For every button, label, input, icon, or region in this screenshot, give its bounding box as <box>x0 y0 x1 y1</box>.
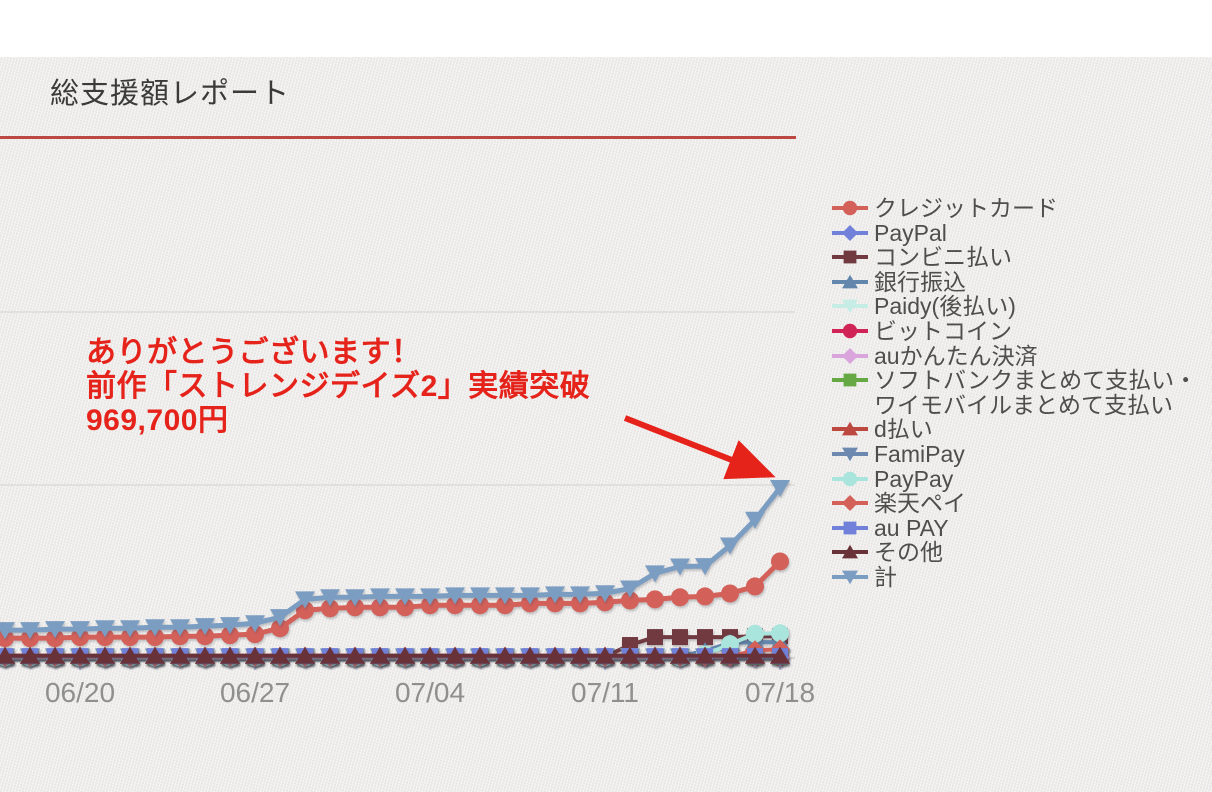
legend-item[interactable]: PayPal <box>830 219 1212 246</box>
legend-item[interactable]: 楽天ペイ <box>830 491 1212 516</box>
paper-background <box>0 57 1212 792</box>
svg-text:07/11: 07/11 <box>571 677 639 708</box>
legend-item[interactable]: その他 <box>830 540 1212 565</box>
legend-item[interactable]: コンビニ払い <box>830 245 1212 270</box>
milestone-annotation: ありがとうございます！ 前作「ストレンジデイズ2」実績突破 969,700円 <box>86 336 591 437</box>
legend-label: クレジットカード <box>874 195 1058 221</box>
legend-label: Paidy(後払い) <box>874 293 1016 320</box>
legend-item[interactable]: au PAY <box>830 516 1212 541</box>
legend-label: コンビニ払い <box>874 244 1012 271</box>
legend-label: 計 <box>874 563 897 590</box>
legend-item[interactable]: d払い <box>830 417 1212 442</box>
svg-text:07/18: 07/18 <box>745 677 815 708</box>
legend-marker-icon <box>832 373 868 387</box>
legend-marker-icon <box>832 545 868 559</box>
page-title: 総支援額レポート <box>50 78 291 110</box>
legend-marker-icon <box>832 447 868 462</box>
legend-label: その他 <box>874 539 943 566</box>
title-underline <box>0 136 796 139</box>
legend-item[interactable]: Paidy(後払い) <box>830 294 1212 319</box>
legend-label: auかんたん決済 <box>874 342 1038 369</box>
legend-label: 楽天ペイ <box>874 490 966 517</box>
legend-marker-icon <box>832 224 868 241</box>
legend-marker-icon <box>832 495 868 512</box>
legend-marker-icon <box>832 521 868 535</box>
svg-text:07/04: 07/04 <box>395 677 465 708</box>
legend-item[interactable]: FamiPay <box>830 442 1212 467</box>
legend-marker-icon <box>832 471 868 486</box>
legend-marker-icon <box>832 250 868 264</box>
legend-item[interactable]: ビットコイン <box>830 319 1212 344</box>
legend-label: ソフトバンクまとめて支払い・ワイモバイルまとめて支払い <box>874 367 1198 418</box>
legend-marker-icon <box>832 570 868 585</box>
legend-marker-icon <box>832 299 868 314</box>
legend-marker-icon <box>832 200 868 216</box>
support-amount-chart: 06/20 06/27 07/04 07/11 07/18 <box>0 311 815 708</box>
legend-marker-icon <box>832 422 868 436</box>
legend-marker-icon <box>832 274 868 289</box>
svg-text:06/20: 06/20 <box>45 677 115 708</box>
legend-label: PayPay <box>874 465 954 492</box>
legend-label: au PAY <box>874 514 949 541</box>
legend-label: 銀行振込 <box>874 268 966 295</box>
legend-item[interactable]: ソフトバンクまとめて支払い・ワイモバイルまとめて支払い <box>830 368 1212 417</box>
legend-item[interactable]: 計 <box>830 565 1212 590</box>
legend-label: d払い <box>874 416 933 443</box>
legend-item[interactable]: クレジットカード <box>830 196 1212 221</box>
legend-item[interactable]: PayPay <box>830 465 1212 492</box>
legend-marker-icon <box>832 323 868 339</box>
legend-label: PayPal <box>874 219 947 246</box>
legend-marker-icon <box>832 347 868 364</box>
legend-item[interactable]: 銀行振込 <box>830 270 1212 295</box>
legend-item[interactable]: auかんたん決済 <box>830 342 1212 369</box>
chart-legend: クレジットカード PayPal コンビニ払い 銀行振込 Paidy(後払い) ビットコイン… <box>830 196 1212 590</box>
annotation-arrow-icon <box>623 415 776 480</box>
legend-label: FamiPay <box>874 440 965 467</box>
svg-text:06/27: 06/27 <box>220 677 290 708</box>
legend-label: ビットコイン <box>874 317 1012 344</box>
